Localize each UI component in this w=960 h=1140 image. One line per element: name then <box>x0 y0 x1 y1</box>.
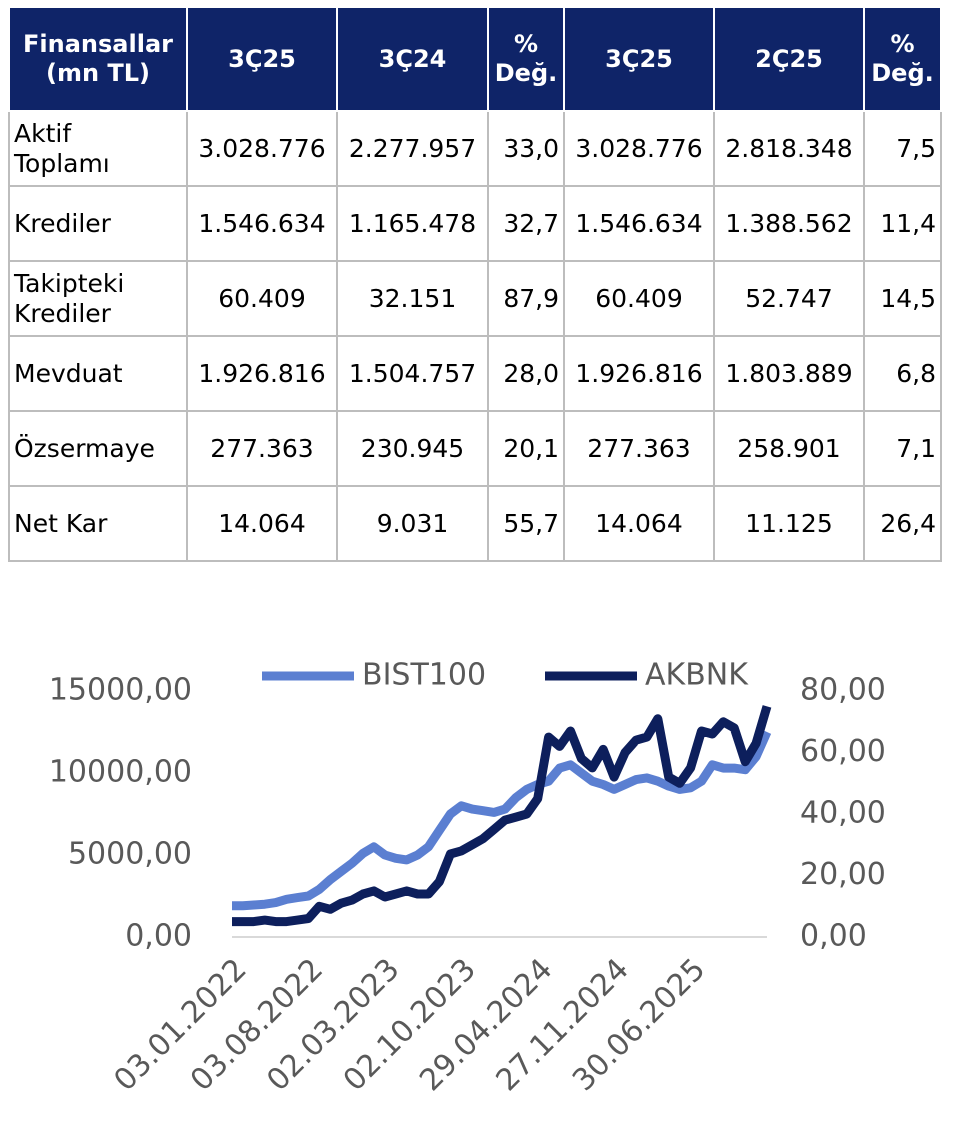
table-cell: 2.277.957 <box>336 110 489 187</box>
header-cell: 2Ç25 <box>713 6 865 112</box>
y-tick-label: 10000,00 <box>49 755 192 790</box>
table-cell: 32.151 <box>336 260 489 337</box>
table-cell: 33,0 <box>487 110 565 187</box>
table-cell: Takipteki Krediler <box>8 260 188 337</box>
header-cell: % Değ. <box>487 6 565 112</box>
table-cell: 11,4 <box>863 185 942 262</box>
table-cell: 60.409 <box>563 260 715 337</box>
table-cell: 20,1 <box>487 410 565 487</box>
table-cell: 14,5 <box>863 260 942 337</box>
table-cell: 1.803.889 <box>713 335 865 412</box>
table-cell: 87,9 <box>487 260 565 337</box>
table-cell: Krediler <box>8 185 188 262</box>
table-cell: Özsermaye <box>8 410 188 487</box>
y2-tick-label: 60,00 <box>800 734 886 769</box>
table-cell: 52.747 <box>713 260 865 337</box>
legend-label: AKBNK <box>645 658 749 693</box>
table-cell: 230.945 <box>336 410 489 487</box>
table-cell: 26,4 <box>863 485 942 562</box>
table-cell: Net Kar <box>8 485 188 562</box>
table-cell: 28,0 <box>487 335 565 412</box>
table-cell: 1.504.757 <box>336 335 489 412</box>
table-cell: 277.363 <box>186 410 338 487</box>
table-row: Krediler 1.546.634 1.165.478 32,7 1.546.634 1… <box>8 185 942 262</box>
y-tick-label: 0,00 <box>125 919 192 954</box>
y2-tick-label: 40,00 <box>800 796 886 831</box>
y-tick-label: 5000,00 <box>68 837 192 872</box>
table-cell: 2.818.348 <box>713 110 865 187</box>
series-line <box>232 730 772 911</box>
header-row: Finansallar (mn TL) 3Ç25 3Ç24% Değ. 3Ç25 2Ç2… <box>8 6 942 112</box>
table-cell: 258.901 <box>713 410 865 487</box>
table-cell: 7,1 <box>863 410 942 487</box>
table-cell: 14.064 <box>563 485 715 562</box>
table-cell: 1.546.634 <box>563 185 715 262</box>
y2-tick-label: 0,00 <box>800 919 867 954</box>
table-row: Takipteki Krediler 60.409 32.151 87,9 60.409… <box>8 260 942 337</box>
table-cell: Mevduat <box>8 335 188 412</box>
series-line <box>232 705 772 927</box>
table-cell: 1.165.478 <box>336 185 489 262</box>
table-cell: 7,5 <box>863 110 942 187</box>
table-cell: Aktif Toplamı <box>8 110 188 187</box>
table-row: Özsermaye 277.363 230.945 20,1 277.363 258.90… <box>8 410 942 487</box>
y-tick-label: 15000,00 <box>49 673 192 708</box>
table-cell: 1.388.562 <box>713 185 865 262</box>
table-cell: 14.064 <box>186 485 338 562</box>
header-cell: % Değ. <box>863 6 942 112</box>
table-cell: 1.546.634 <box>186 185 338 262</box>
header-cell: 3Ç24 <box>336 6 489 112</box>
table-cell: 277.363 <box>563 410 715 487</box>
header-cell: 3Ç25 <box>563 6 715 112</box>
table-cell: 1.926.816 <box>186 335 338 412</box>
table-row: Mevduat 1.926.816 1.504.757 28,0 1.926.816 1.… <box>8 335 942 412</box>
header-cell: 3Ç25 <box>186 6 338 112</box>
financials-table: Finansallar (mn TL) 3Ç25 3Ç24% Değ. 3Ç25 2Ç2… <box>8 6 942 562</box>
table-cell: 1.926.816 <box>563 335 715 412</box>
table-cell: 3.028.776 <box>186 110 338 187</box>
table-body: Aktif Toplamı 3.028.776 2.277.957 33,0 3.028… <box>8 110 942 562</box>
legend-label: BIST100 <box>362 658 486 693</box>
table-cell: 6,8 <box>863 335 942 412</box>
table-cell: 32,7 <box>487 185 565 262</box>
table-cell: 3.028.776 <box>563 110 715 187</box>
table-row: Aktif Toplamı 3.028.776 2.277.957 33,0 3.028… <box>8 110 942 187</box>
table-cell: 11.125 <box>713 485 865 562</box>
y2-tick-label: 80,00 <box>800 673 886 708</box>
table-cell: 9.031 <box>336 485 489 562</box>
y2-tick-label: 20,00 <box>800 857 886 892</box>
header-cell: Finansallar (mn TL) <box>8 6 188 112</box>
table-cell: 55,7 <box>487 485 565 562</box>
table-row: Net Kar 14.064 9.031 55,7 14.064 11.125 26,4 <box>8 485 942 562</box>
table-cell: 60.409 <box>186 260 338 337</box>
